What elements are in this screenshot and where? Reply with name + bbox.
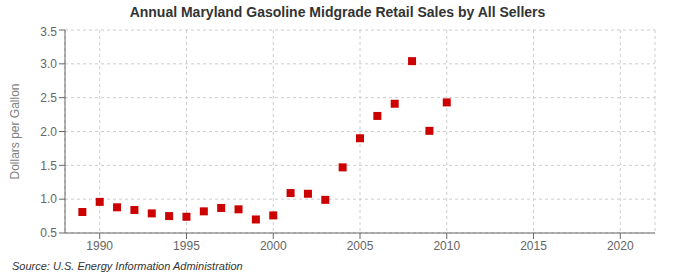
svg-text:Dollars per Gallon: Dollars per Gallon xyxy=(8,83,22,179)
html-text:Source: U.S. Energy Informatio: Source: U.S. Energy Information Administ… xyxy=(12,260,243,272)
svg-text:2.5: 2.5 xyxy=(40,91,57,105)
svg-text:1995: 1995 xyxy=(173,239,200,253)
svg-text:3.5: 3.5 xyxy=(40,25,57,39)
svg-text:1.0: 1.0 xyxy=(40,192,57,206)
svg-text:1990: 1990 xyxy=(86,239,113,253)
html-text:Annual Maryland Gasoline Midgr: Annual Maryland Gasoline Midgrade Retail… xyxy=(129,4,546,20)
svg-text:2010: 2010 xyxy=(433,239,460,253)
svg-text:2015: 2015 xyxy=(520,239,547,253)
svg-text:3.0: 3.0 xyxy=(40,57,57,71)
svg-text:0.5: 0.5 xyxy=(40,226,57,240)
svg-text:2020: 2020 xyxy=(607,239,634,253)
svg-text:2.0: 2.0 xyxy=(40,125,57,139)
svg-text:1.5: 1.5 xyxy=(40,159,57,173)
svg-text:2000: 2000 xyxy=(260,239,287,253)
svg-text:2005: 2005 xyxy=(347,239,374,253)
